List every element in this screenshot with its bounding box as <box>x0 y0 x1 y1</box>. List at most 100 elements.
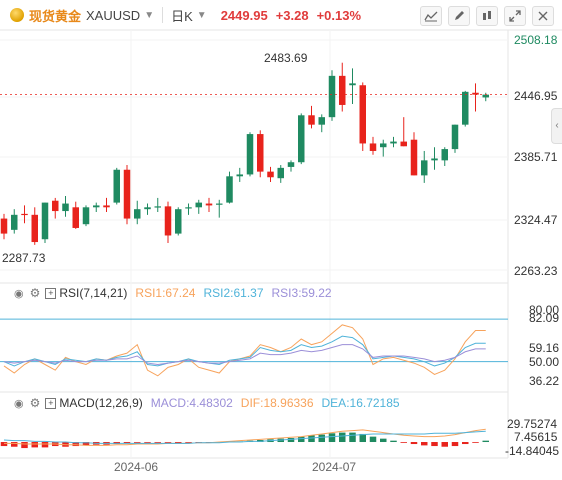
divider <box>162 7 164 23</box>
candle-body <box>287 162 295 167</box>
macd-histogram-bar <box>226 441 233 443</box>
rsi1-value: RSI1:67.24 <box>135 286 196 300</box>
indicator-settings-button[interactable] <box>420 6 442 26</box>
macd-name: MACD(12,26,9) <box>59 396 143 410</box>
rsi-tick: 82.09 <box>529 311 559 325</box>
eye-icon[interactable]: ◉ <box>14 287 24 300</box>
expand-icon <box>509 10 521 22</box>
symbol-name[interactable]: 现货黄金 <box>29 8 82 24</box>
rsi-name: RSI(7,14,21) <box>59 286 128 300</box>
rsi-tick: 50.00 <box>529 355 559 369</box>
macd-histogram-bar <box>103 442 110 445</box>
timeframe-chevron-icon[interactable]: ▼ <box>196 9 207 21</box>
macd-series-line <box>3 430 486 444</box>
close-button[interactable] <box>532 6 554 26</box>
date-tick: 2024-06 <box>114 460 158 474</box>
candle-body <box>93 205 100 208</box>
macd-histogram-bar <box>267 439 274 443</box>
candle-body <box>175 209 182 234</box>
side-panel-toggle[interactable]: ‹ <box>551 108 562 144</box>
macd-histogram-bar <box>431 442 438 447</box>
chevron-down-icon[interactable]: ▼ <box>144 9 155 21</box>
candle-body <box>298 115 305 163</box>
candle-body <box>82 207 90 225</box>
candle-body <box>431 158 438 161</box>
macd-histogram-bar <box>93 442 100 445</box>
price-tick: 2446.95 <box>514 89 558 103</box>
candle-body <box>205 203 213 206</box>
macd-histogram-bar <box>11 442 18 447</box>
macd-histogram-bar <box>359 433 366 443</box>
macd-histogram-bar <box>0 442 8 447</box>
eye-icon[interactable]: ◉ <box>14 397 24 410</box>
price-change-pct: +0.13% <box>316 7 362 23</box>
macd-histogram-bar <box>52 442 59 447</box>
candle-body <box>226 176 233 203</box>
candle-body <box>369 143 377 151</box>
macd-histogram-bar <box>154 442 161 443</box>
low-annotation: 2287.73 <box>2 251 46 265</box>
macd-histogram-bar <box>328 433 336 443</box>
gear-icon[interactable]: ⚙ <box>29 286 41 300</box>
macd-histogram-bar <box>21 442 28 449</box>
candle-body <box>21 213 28 216</box>
price-tick: 2324.47 <box>514 213 558 227</box>
candle-body <box>52 200 59 212</box>
top-bar: 现货黄金 XAUUSD ▼ 日K ▼ 2449.95 +3.28 +0.13% <box>0 0 562 30</box>
candle-body <box>380 143 387 148</box>
macd-histogram-bar <box>421 442 428 446</box>
rsi-series-line <box>3 344 486 366</box>
fullscreen-button[interactable] <box>504 6 526 26</box>
gear-icon[interactable]: ⚙ <box>29 396 41 410</box>
rsi-series-line <box>3 324 486 377</box>
candle-body <box>216 203 223 205</box>
macd-histogram-bar <box>164 442 172 443</box>
candle-body <box>103 205 110 208</box>
chart-type-button[interactable] <box>476 6 498 26</box>
candle-body <box>328 75 336 118</box>
rsi-series-line <box>3 335 486 367</box>
symbol-code[interactable]: XAUUSD <box>86 7 141 23</box>
candle-body <box>164 206 172 236</box>
candle-body <box>462 91 469 125</box>
macd-histogram-bar <box>41 442 49 448</box>
macd-histogram-bar <box>144 442 151 443</box>
candle-body <box>339 75 346 105</box>
draw-tool-button[interactable] <box>448 6 470 26</box>
macd-histogram-bar <box>82 442 90 446</box>
price-change: +3.28 <box>275 7 309 23</box>
candle-body <box>31 214 38 243</box>
macd-histogram-bar <box>451 442 459 447</box>
macd-histogram-bar <box>205 442 213 443</box>
candle-body <box>113 169 120 203</box>
macd-histogram-bar <box>62 442 69 447</box>
candle-body <box>410 139 418 176</box>
timeframe-selector[interactable]: 日K <box>171 8 193 24</box>
macd-histogram-bar <box>113 442 120 445</box>
expand-box-icon[interactable]: + <box>45 287 57 299</box>
dif-value: DIF:18.96336 <box>240 396 314 410</box>
chart-type-icon <box>483 11 491 20</box>
indicator-icon <box>424 11 438 22</box>
rsi-tick: 80.00 <box>529 303 559 317</box>
macd-histogram-bar <box>318 434 325 443</box>
expand-box-icon[interactable]: + <box>45 397 57 409</box>
candle-body <box>195 202 202 208</box>
macd-tick: 7.45615 <box>514 430 558 444</box>
close-icon <box>538 11 548 21</box>
candle-body <box>62 203 69 212</box>
macd-histogram-bar <box>339 432 346 443</box>
candle-body <box>154 206 161 208</box>
candle-body <box>134 209 141 219</box>
candle-body <box>472 92 479 95</box>
candle-body <box>246 134 254 175</box>
macd-histogram-bar <box>185 442 192 443</box>
toolbar <box>420 6 554 26</box>
macd-histogram-bar <box>72 442 79 447</box>
pencil-icon <box>455 11 464 20</box>
candle-body <box>482 94 489 98</box>
price-tick: 2385.71 <box>514 150 558 164</box>
last-price: 2449.95 <box>220 7 268 23</box>
rsi-tick: 36.22 <box>529 374 559 388</box>
rsi-tick: 59.16 <box>529 341 559 355</box>
